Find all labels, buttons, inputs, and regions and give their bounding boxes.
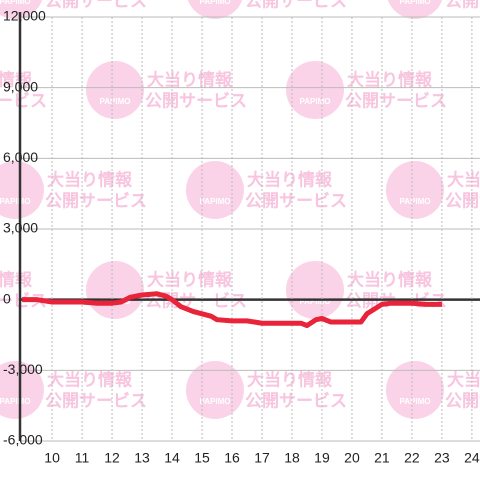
x-tick-label: 19	[314, 450, 330, 466]
watermark-text: 大当り情報	[0, 269, 33, 289]
watermark-logo-text: PAPIMO	[0, 0, 30, 6]
x-tick-label: 24	[464, 450, 480, 466]
watermark-logo	[187, 0, 243, 19]
x-tick-label: 12	[104, 450, 120, 466]
x-tick-label: 23	[434, 450, 450, 466]
watermark-logo-text: PAPIMO	[200, 197, 231, 206]
x-tick-label: 22	[404, 450, 420, 466]
watermark-text: 公開サービス	[245, 391, 347, 410]
y-tick-label: 9,000	[3, 78, 38, 94]
watermark-logo-text: PAPIMO	[300, 97, 331, 106]
x-tick-label: 16	[224, 450, 240, 466]
watermark-logo	[286, 261, 344, 319]
watermark-text: 公開サービス	[345, 91, 447, 110]
watermark-logo	[386, 361, 444, 419]
watermark-logo-text: PAPIMO	[100, 97, 131, 106]
watermark-text: 大当り情報	[147, 69, 233, 89]
watermark-text: 公開サービス	[45, 0, 147, 10]
watermark-logo-text: PAPIMO	[0, 397, 30, 406]
watermark-text: 公開サービス	[445, 191, 480, 210]
watermark-text: 公開サービス	[0, 91, 47, 110]
x-tick-label: 14	[164, 450, 180, 466]
watermark-text: 大当り情報	[447, 369, 480, 389]
watermark-logo-text: PAPIMO	[200, 397, 231, 406]
watermark-text: 大当り情報	[347, 269, 433, 289]
watermark-text: 大当り情報	[47, 369, 133, 389]
watermark-logo	[86, 61, 144, 119]
watermark-layer: PAPIMO大当り情報公開サービスPAPIMO大当り情報公開サービスPAPIMO…	[0, 0, 480, 419]
watermark-text: 大当り情報	[0, 69, 33, 89]
watermark-text: 公開サービス	[445, 391, 480, 410]
watermark-text: 公開サービス	[445, 0, 480, 10]
watermark-logo-text: PAPIMO	[400, 197, 431, 206]
watermark-logo-text: PAPIMO	[300, 297, 331, 306]
watermark-logo-text: PAPIMO	[200, 0, 231, 6]
watermark-logo-text: PAPIMO	[400, 0, 431, 6]
watermark-text: 大当り情報	[447, 169, 480, 189]
x-tick-label: 18	[284, 450, 300, 466]
y-tick-label: 12,000	[3, 8, 46, 24]
watermark-logo	[186, 361, 244, 419]
watermark-text: 大当り情報	[347, 69, 433, 89]
watermark-logo	[387, 0, 443, 19]
watermark-logo	[0, 0, 43, 19]
watermark-logo	[0, 361, 44, 419]
x-tick-label: 17	[254, 450, 270, 466]
watermark-text: 大当り情報	[247, 169, 333, 189]
watermark-text: 大当り情報	[47, 169, 133, 189]
watermark-logo-text: PAPIMO	[0, 197, 30, 206]
watermark-logo	[286, 61, 344, 119]
y-tick-label: 3,000	[3, 220, 38, 236]
line-series	[22, 291, 442, 329]
watermark-logo	[386, 161, 444, 219]
watermark-text: 公開サービス	[245, 0, 347, 10]
x-tick-label: 11	[75, 450, 90, 466]
watermark-logo	[0, 161, 44, 219]
x-tick-label: 21	[374, 450, 390, 466]
watermark-logo	[86, 261, 144, 319]
watermark-text: 公開サービス	[45, 391, 147, 410]
watermark-text: 公開サービス	[245, 191, 347, 210]
x-tick-label: 13	[134, 450, 150, 466]
y-tick-label: -6,000	[3, 432, 43, 448]
watermark-logo	[186, 161, 244, 219]
y-tick-label: 6,000	[3, 149, 38, 165]
watermark-text: 公開サービス	[45, 191, 147, 210]
y-tick-label: -3,000	[3, 361, 43, 377]
watermark-text: 大当り情報	[147, 269, 233, 289]
grid	[18, 12, 480, 442]
x-tick-label: 15	[194, 450, 210, 466]
watermark-text: 大当り情報	[247, 369, 333, 389]
y-tick-label: 0	[3, 290, 11, 306]
x-tick-label: 10	[44, 450, 60, 466]
watermark-logo-text: PAPIMO	[400, 397, 431, 406]
watermark-text: 公開サービス	[145, 91, 247, 110]
x-tick-label: 20	[344, 450, 360, 466]
plot: -6,000 -3,000 0 3,000 6,000 9,000 12,000 10 11 12…	[3, 8, 480, 466]
